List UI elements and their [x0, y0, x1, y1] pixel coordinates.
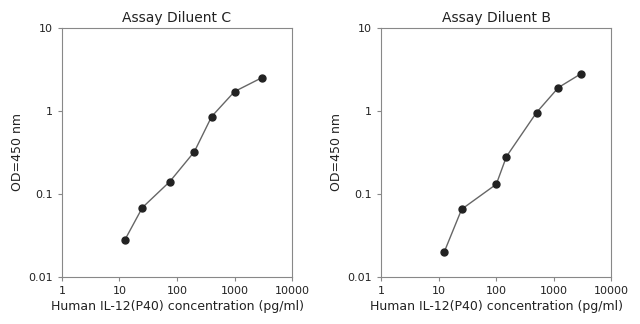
Title: Assay Diluent B: Assay Diluent B [442, 11, 551, 25]
Y-axis label: OD=450 nm: OD=450 nm [330, 113, 344, 191]
Title: Assay Diluent C: Assay Diluent C [122, 11, 232, 25]
X-axis label: Human IL-12(P40) concentration (pg/ml): Human IL-12(P40) concentration (pg/ml) [370, 300, 623, 313]
X-axis label: Human IL-12(P40) concentration (pg/ml): Human IL-12(P40) concentration (pg/ml) [51, 300, 303, 313]
Y-axis label: OD=450 nm: OD=450 nm [11, 113, 24, 191]
